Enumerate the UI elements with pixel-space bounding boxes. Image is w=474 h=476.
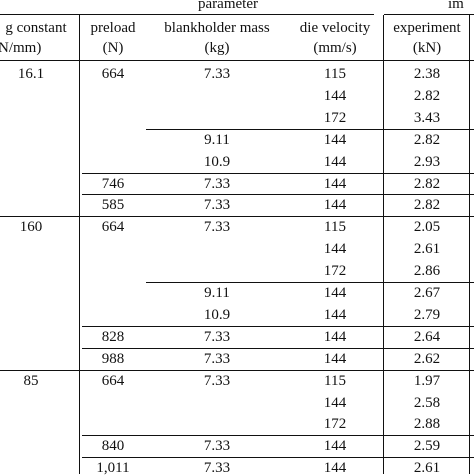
cell-preload: 664 bbox=[101, 219, 125, 236]
cell-experiment: 2.82 bbox=[413, 175, 441, 192]
row-separator bbox=[82, 457, 474, 458]
cell-blankholder-mass: 9.11 bbox=[204, 285, 230, 301]
row-separator bbox=[82, 194, 474, 195]
col-header-die-velocity: die velocity (mm/s) bbox=[286, 20, 384, 56]
col-header-blankholder-mass: blankholder mass (kg) bbox=[148, 20, 286, 56]
cell-spring-constant: 160 bbox=[19, 219, 43, 236]
row-separator bbox=[0, 216, 474, 217]
cell-experiment: 3.43 bbox=[413, 109, 441, 126]
cell-experiment: 2.61 bbox=[413, 460, 441, 476]
cell-experiment: 2.86 bbox=[413, 263, 441, 280]
cell-preload: 664 bbox=[101, 372, 125, 389]
group-header-impact: im bbox=[448, 0, 464, 12]
cell-spring-constant: 85 bbox=[23, 372, 39, 389]
cell-preload: 746 bbox=[101, 175, 125, 192]
cell-blankholder-mass: 7.33 bbox=[203, 66, 231, 82]
cell-preload: 840 bbox=[101, 438, 125, 455]
column-rule-5 bbox=[469, 15, 470, 474]
group-header-underline-impact bbox=[384, 14, 474, 15]
cell-blankholder-mass: 7.33 bbox=[203, 372, 231, 389]
cell-blankholder-mass: 7.33 bbox=[203, 219, 231, 236]
cell-die-velocity: 115 bbox=[324, 219, 346, 236]
cell-die-velocity: 115 bbox=[324, 66, 346, 82]
cell-experiment: 2.82 bbox=[413, 197, 441, 214]
row-separator bbox=[0, 370, 474, 371]
cell-experiment: 2.38 bbox=[413, 66, 441, 82]
cell-experiment: 2.58 bbox=[413, 394, 441, 411]
cell-die-velocity: 144 bbox=[323, 394, 347, 411]
cell-preload: 664 bbox=[101, 66, 125, 82]
col-header-mass-line2: (kg) bbox=[204, 40, 230, 56]
cell-preload: 1,011 bbox=[96, 460, 130, 476]
cell-preload: 828 bbox=[101, 328, 125, 345]
column-rule-4 bbox=[383, 15, 384, 474]
cell-die-velocity: 144 bbox=[323, 438, 347, 455]
row-separator bbox=[82, 348, 474, 349]
cell-blankholder-mass: 7.33 bbox=[203, 175, 231, 192]
column-rule-1 bbox=[79, 15, 80, 474]
cell-die-velocity: 144 bbox=[323, 131, 347, 148]
cell-experiment: 2.82 bbox=[413, 131, 441, 148]
col-header-experiment-line1: experiment bbox=[393, 20, 461, 36]
cell-die-velocity: 144 bbox=[323, 153, 347, 170]
col-header-experiment-line2: (kN) bbox=[412, 40, 442, 56]
row-separator bbox=[82, 173, 474, 174]
cell-blankholder-mass: 7.33 bbox=[203, 328, 231, 345]
group-header-underline-parameter bbox=[0, 14, 374, 15]
row-separator bbox=[146, 282, 474, 283]
cell-experiment: 2.88 bbox=[413, 416, 441, 433]
cell-die-velocity: 144 bbox=[323, 197, 347, 214]
cell-preload: 988 bbox=[101, 350, 125, 367]
cell-experiment: 2.93 bbox=[413, 153, 441, 170]
cell-experiment: 2.05 bbox=[413, 219, 441, 236]
col-header-preload-line2: (N) bbox=[102, 40, 124, 56]
col-header-preload-line1: preload bbox=[90, 20, 136, 36]
cell-preload: 585 bbox=[101, 197, 125, 214]
col-header-velocity-line1: die velocity bbox=[299, 20, 371, 36]
col-header-preload: preload (N) bbox=[82, 20, 144, 56]
col-header-spring-constant: g constant bbox=[0, 20, 78, 36]
cell-blankholder-mass: 9.11 bbox=[204, 131, 230, 148]
cell-die-velocity: 172 bbox=[323, 263, 347, 280]
col-header-spring-line1: g constant bbox=[5, 20, 67, 36]
cell-die-velocity: 144 bbox=[323, 350, 347, 367]
col-header-experiment: experiment (kN) bbox=[384, 20, 470, 56]
cell-experiment: 2.59 bbox=[413, 438, 441, 455]
col-header-velocity-line2: (mm/s) bbox=[313, 40, 357, 56]
cell-die-velocity: 144 bbox=[323, 306, 347, 323]
cell-die-velocity: 115 bbox=[324, 372, 346, 389]
cell-blankholder-mass: 10.9 bbox=[203, 306, 231, 323]
row-separator bbox=[82, 326, 474, 327]
cell-experiment: 2.62 bbox=[413, 350, 441, 367]
cell-experiment: 1.97 bbox=[413, 372, 441, 389]
cell-blankholder-mass: 7.33 bbox=[203, 438, 231, 455]
col-header-spring-units: N/mm) bbox=[0, 40, 42, 56]
group-header-parameter: parameter bbox=[198, 0, 258, 12]
cell-die-velocity: 144 bbox=[323, 175, 347, 192]
cell-die-velocity: 144 bbox=[323, 241, 347, 258]
cell-die-velocity: 144 bbox=[323, 285, 347, 301]
header-bottom-rule bbox=[0, 60, 474, 61]
cell-die-velocity: 172 bbox=[323, 109, 347, 126]
col-header-mass-line1: blankholder mass bbox=[164, 20, 270, 36]
cell-experiment: 2.79 bbox=[413, 306, 441, 323]
cell-experiment: 2.61 bbox=[413, 241, 441, 258]
cell-blankholder-mass: 7.33 bbox=[203, 460, 231, 476]
cell-blankholder-mass: 10.9 bbox=[203, 153, 231, 170]
cell-die-velocity: 144 bbox=[323, 87, 347, 104]
cell-experiment: 2.82 bbox=[413, 87, 441, 104]
cell-die-velocity: 144 bbox=[323, 460, 347, 476]
cell-spring-constant: 16.1 bbox=[17, 66, 45, 82]
cell-die-velocity: 144 bbox=[323, 328, 347, 345]
row-separator bbox=[146, 129, 474, 130]
cell-experiment: 2.64 bbox=[413, 328, 441, 345]
cell-blankholder-mass: 7.33 bbox=[203, 350, 231, 367]
cell-experiment: 2.67 bbox=[413, 285, 441, 301]
cell-die-velocity: 172 bbox=[323, 416, 347, 433]
cell-blankholder-mass: 7.33 bbox=[203, 197, 231, 214]
row-separator bbox=[82, 435, 474, 436]
